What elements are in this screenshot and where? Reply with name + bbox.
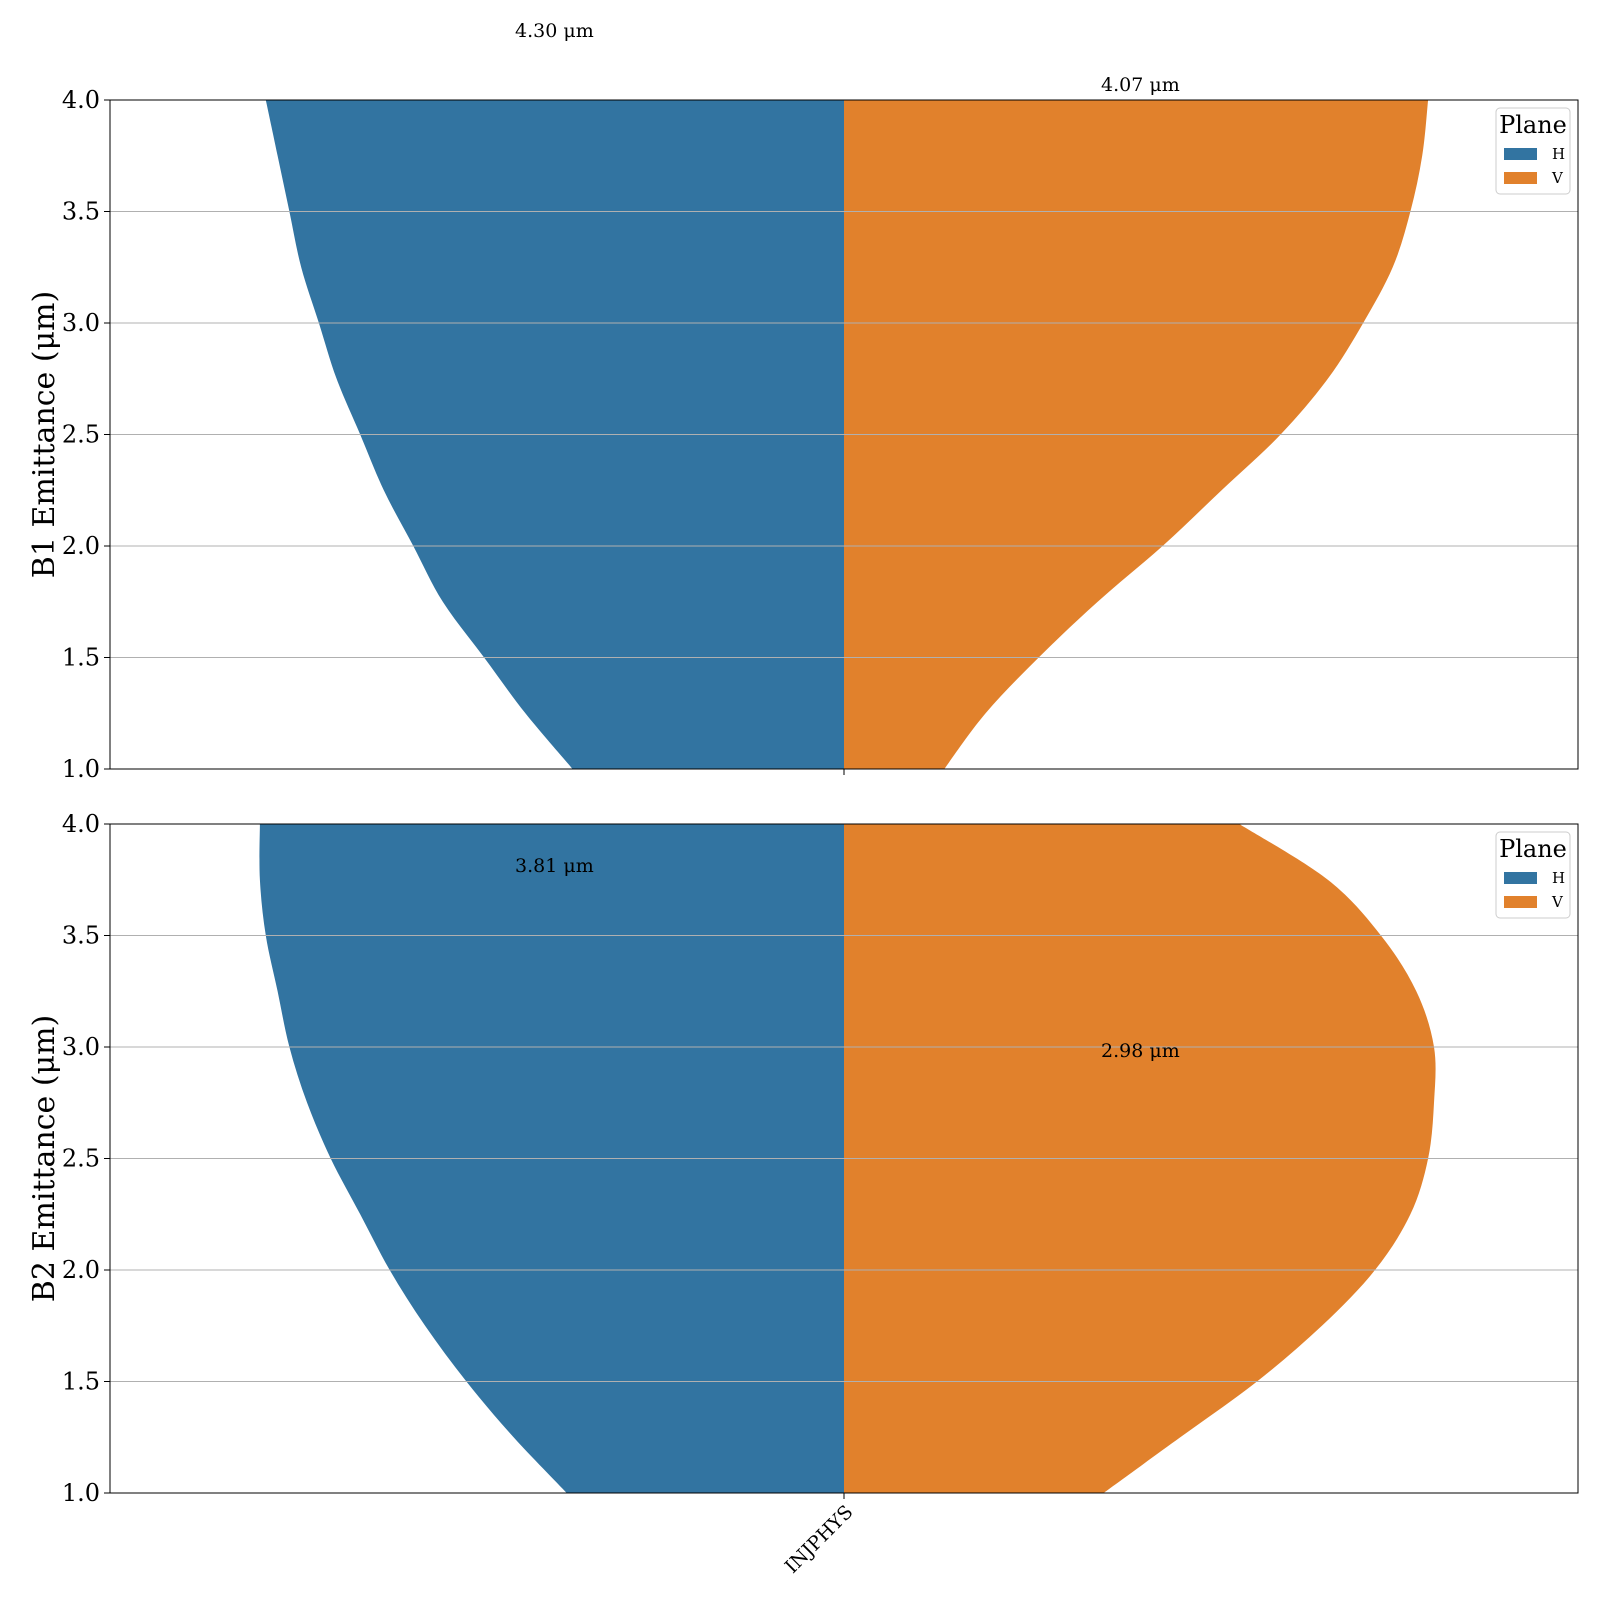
y-axis-title: B2 Emittance (μm) (27, 1015, 62, 1302)
chart-panel-2: 1.0 1.5 2.0 2.5 3.0 3.5 4.0 B2 Emittance (μm) 3.… (27, 810, 1579, 1578)
y-tick-label: 1.0 (62, 755, 100, 783)
legend-label-h: H (1552, 869, 1565, 887)
annotation-h: 3.81 μm (515, 855, 594, 877)
legend-title: Plane (1499, 835, 1567, 863)
y-tick-label: 4.0 (62, 810, 100, 838)
legend: Plane HV (1495, 831, 1571, 919)
legend-swatch-h (1504, 872, 1537, 884)
legend-swatch-h (1504, 148, 1537, 160)
annotation-v: 4.07 μm (1101, 74, 1180, 96)
y-tick-label: 2.5 (62, 421, 100, 449)
y-tick-label: 3.5 (62, 198, 100, 226)
y-tick-label: 3.0 (62, 1033, 100, 1061)
y-tick-label: 1.5 (62, 1368, 100, 1396)
legend-title: Plane (1499, 111, 1567, 139)
legend-label-v: V (1551, 893, 1564, 911)
y-tick-label: 2.0 (62, 1256, 100, 1284)
panels: 1.0 1.5 2.0 2.5 3.0 3.5 4.0 B1 Emittance (μm) 4.… (27, 20, 1579, 1578)
annotation-h: 4.30 μm (515, 20, 594, 42)
annotation-v: 2.98 μm (1101, 1040, 1180, 1062)
legend-label-h: H (1552, 145, 1565, 163)
legend-label-v: V (1551, 169, 1564, 187)
y-tick-label: 1.5 (62, 644, 100, 672)
x-category-label: INJPHYS (781, 1501, 858, 1578)
legend-swatch-v (1504, 172, 1537, 184)
y-tick-label: 2.5 (62, 1145, 100, 1173)
legend-swatch-v (1504, 896, 1537, 908)
legend: Plane HV (1495, 107, 1571, 195)
y-tick-label: 2.0 (62, 532, 100, 560)
y-tick-label: 3.0 (62, 309, 100, 337)
y-axis-title: B1 Emittance (μm) (27, 291, 62, 578)
y-tick-label: 1.0 (62, 1479, 100, 1507)
y-tick-label: 4.0 (62, 86, 100, 114)
chart-panel-1: 1.0 1.5 2.0 2.5 3.0 3.5 4.0 B1 Emittance (μm) 4.… (27, 20, 1579, 783)
y-tick-label: 3.5 (62, 922, 100, 950)
